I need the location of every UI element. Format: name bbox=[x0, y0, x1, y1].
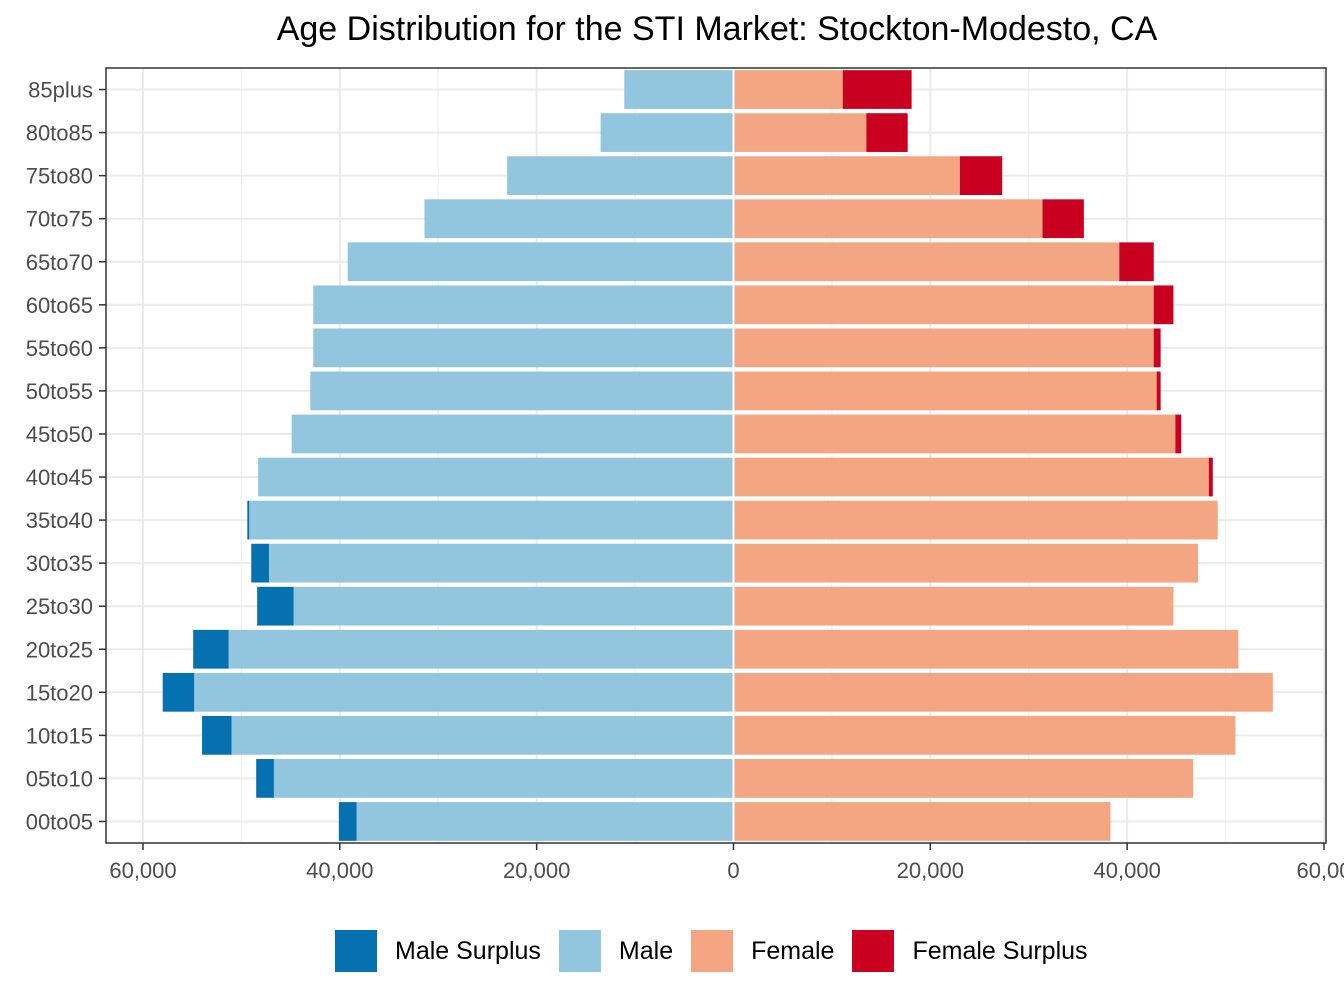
legend-label: Female bbox=[751, 936, 835, 965]
y-tick-label: 25to30 bbox=[26, 594, 93, 619]
legend-item: Female Surplus bbox=[852, 930, 1088, 972]
bar-female-surplus-65to70 bbox=[1119, 242, 1154, 282]
legend: Male Surplus Male Female Female Surplus bbox=[335, 930, 1106, 972]
bar-male-85plus bbox=[624, 70, 734, 109]
bar-female-surplus-80to85 bbox=[866, 113, 908, 152]
bar-male-15to20 bbox=[194, 672, 734, 712]
bar-male-surplus-20to25 bbox=[193, 629, 229, 669]
bar-female-60to65 bbox=[733, 285, 1154, 325]
axes: 00to05 05to10 10to15 15to20 20to25 25to30 30to… bbox=[26, 78, 1344, 883]
bar-female-40to45 bbox=[733, 457, 1209, 497]
bar-male-05to10 bbox=[273, 759, 734, 798]
bar-male-10to15 bbox=[231, 715, 734, 755]
legend-key bbox=[852, 930, 895, 972]
bar-male-surplus-35to40 bbox=[247, 500, 250, 540]
bar-female-00to05 bbox=[733, 802, 1111, 841]
bar-female-surplus-55to60 bbox=[1153, 328, 1161, 368]
bar-male-surplus-30to35 bbox=[251, 543, 269, 583]
chart-title: Age Distribution for the STI Market: Sto… bbox=[276, 10, 1158, 48]
bar-male-75to80 bbox=[507, 156, 734, 196]
y-tick-label: 50to55 bbox=[26, 379, 93, 404]
bar-female-surplus-50to55 bbox=[1156, 371, 1161, 411]
bar-female-20to25 bbox=[733, 629, 1239, 669]
panel-border bbox=[105, 67, 1327, 844]
x-tick-label: 60,000 bbox=[109, 858, 176, 883]
bar-female-10to15 bbox=[733, 715, 1236, 755]
bar-male-surplus-05to10 bbox=[256, 759, 274, 798]
bar-female-80to85 bbox=[733, 113, 867, 152]
bars bbox=[162, 68, 1273, 843]
y-tick-label: 20to25 bbox=[26, 637, 93, 662]
y-tick-label: 10to15 bbox=[26, 723, 93, 748]
legend-item: Female bbox=[691, 930, 834, 972]
bar-male-65to70 bbox=[347, 242, 734, 282]
legend-label: Male bbox=[618, 936, 674, 965]
y-tick-label: 05to10 bbox=[26, 766, 93, 791]
y-tick-label: 45to50 bbox=[26, 422, 93, 447]
bar-male-50to55 bbox=[310, 371, 734, 411]
bar-female-05to10 bbox=[733, 759, 1194, 798]
bar-male-60to65 bbox=[313, 285, 734, 325]
bar-male-40to45 bbox=[258, 457, 734, 497]
bar-male-surplus-00to05 bbox=[338, 802, 357, 841]
bar-female-75to80 bbox=[733, 156, 960, 196]
y-tick-label: 75to80 bbox=[26, 164, 93, 189]
bar-male-35to40 bbox=[249, 500, 734, 540]
y-tick-label: 85plus bbox=[28, 78, 93, 103]
y-tick-label: 80to85 bbox=[26, 121, 93, 146]
legend-key bbox=[335, 930, 377, 972]
x-tick-label: 40,000 bbox=[306, 858, 373, 883]
bar-female-70to75 bbox=[733, 199, 1043, 239]
y-tick-label: 60to65 bbox=[26, 293, 93, 318]
x-tick-label: 60,00 bbox=[1296, 858, 1344, 883]
bar-male-25to30 bbox=[293, 586, 734, 626]
y-tick-label: 35to40 bbox=[26, 508, 93, 533]
bar-male-surplus-25to30 bbox=[257, 586, 294, 626]
legend-item: Male bbox=[558, 930, 674, 972]
x-tick-label: 40,000 bbox=[1094, 858, 1161, 883]
bar-female-55to60 bbox=[733, 328, 1154, 368]
bar-male-surplus-15to20 bbox=[162, 672, 195, 712]
bar-female-25to30 bbox=[733, 586, 1174, 626]
y-tick-label: 55to60 bbox=[26, 336, 93, 361]
legend-key bbox=[691, 930, 734, 972]
legend-key bbox=[558, 930, 601, 972]
x-tick-label: 20,000 bbox=[503, 858, 570, 883]
bar-female-30to35 bbox=[733, 543, 1199, 583]
bar-male-55to60 bbox=[313, 328, 734, 368]
bar-male-surplus-10to15 bbox=[202, 715, 232, 755]
y-tick-label: 30to35 bbox=[26, 551, 93, 576]
x-tick-label: 0 bbox=[727, 858, 739, 883]
bar-male-30to35 bbox=[268, 543, 734, 583]
bar-male-00to05 bbox=[356, 802, 734, 841]
y-tick-label: 40to45 bbox=[26, 465, 93, 490]
bar-female-45to50 bbox=[733, 414, 1176, 454]
bar-male-70to75 bbox=[424, 199, 734, 239]
bar-female-surplus-75to80 bbox=[959, 156, 1003, 196]
legend-label: Female Surplus bbox=[912, 936, 1088, 965]
legend-item: Male Surplus bbox=[335, 930, 541, 972]
bar-female-surplus-70to75 bbox=[1042, 199, 1084, 239]
bar-female-surplus-40to45 bbox=[1208, 457, 1213, 497]
bar-female-35to40 bbox=[733, 500, 1218, 540]
bar-male-45to50 bbox=[291, 414, 734, 454]
bar-female-65to70 bbox=[733, 242, 1120, 282]
bar-female-15to20 bbox=[733, 672, 1273, 712]
bar-male-20to25 bbox=[228, 629, 734, 669]
bar-female-surplus-85plus bbox=[842, 70, 912, 109]
bar-female-surplus-45to50 bbox=[1175, 414, 1182, 454]
y-tick-label: 70to75 bbox=[26, 207, 93, 232]
y-tick-label: 15to20 bbox=[26, 680, 93, 705]
bar-female-surplus-60to65 bbox=[1153, 285, 1174, 325]
bar-female-85plus bbox=[733, 70, 843, 109]
y-tick-label: 00to05 bbox=[26, 809, 93, 834]
bar-male-80to85 bbox=[600, 113, 734, 152]
y-tick-label: 65to70 bbox=[26, 250, 93, 275]
x-tick-label: 20,000 bbox=[897, 858, 964, 883]
legend-label: Male Surplus bbox=[395, 936, 541, 965]
bar-female-50to55 bbox=[733, 371, 1157, 411]
